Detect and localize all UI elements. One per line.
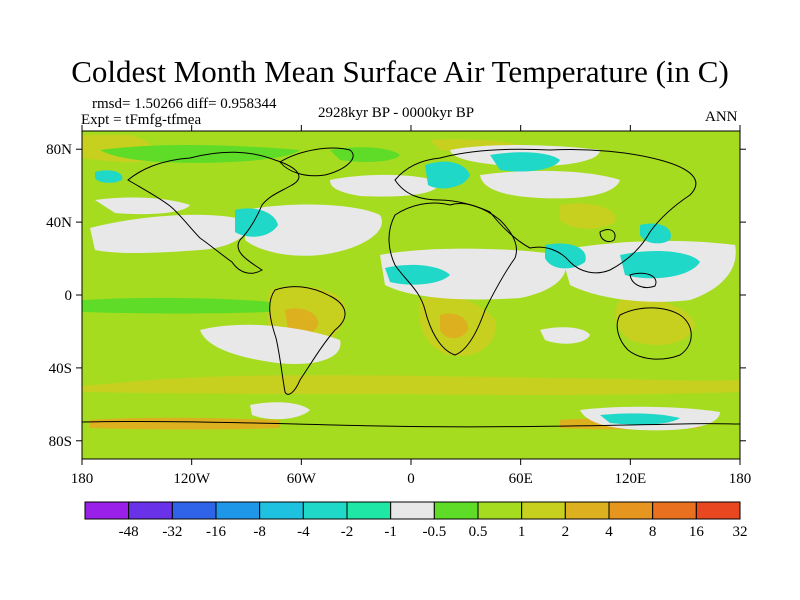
latitude-axis: 80N 40N 0 40S 80S [46,142,746,450]
colorbar-swatch [695,501,741,520]
coastlines [81,147,741,428]
colorbar-swatch [564,501,610,520]
lat-tick-label: 80N [46,142,72,158]
colorbar-swatch [390,501,435,520]
lat-tick-label: 40S [49,361,72,377]
north-america-outline [127,151,300,274]
colorbar-label: -8 [253,524,266,540]
lon-tick-label: 180 [71,471,94,487]
colorbar-label: 2 [562,524,570,540]
longitude-axis: 180 120W 60W 0 60E 120E 180 [71,125,752,487]
lon-tick-label: 60W [287,471,317,487]
lon-tick-label: 120E [614,471,646,487]
colorbar-label: 0.5 [469,524,488,540]
colorbar-label: -32 [162,524,182,540]
colorbar-label: 16 [689,524,705,540]
islands-outline [599,229,657,289]
australia-outline [616,307,692,360]
colorbar [84,501,741,520]
colorbar-swatch [215,501,261,520]
colorbar-swatch [477,501,523,520]
africa-outline [388,202,517,356]
colorbar-swatch [346,501,392,520]
colorbar-label: 8 [649,524,657,540]
colorbar-label: 32 [733,524,748,540]
near-zero-regions [90,145,736,431]
colorbar-swatch [608,501,654,520]
colorbar-label: 1 [518,524,526,540]
cool-anomaly-regions [95,152,700,425]
greenland-outline [279,147,354,177]
colorbar-swatch [259,501,304,520]
colorbar-swatch [128,501,173,520]
colorbar-swatch [652,501,697,520]
experiment-text: Expt = tFmfg-tfmea [81,112,202,128]
map-title: Coldest Month Mean Surface Air Temperatu… [71,54,729,89]
colorbar-swatch [171,501,217,520]
temperature-field [82,131,740,459]
rmsd-diff-text: rmsd= 1.50266 diff= 0.958344 [92,96,277,112]
season-text: ANN [705,109,738,125]
south-america-outline [269,286,346,395]
colorbar-label: -4 [297,524,310,540]
colorbar-label: -0.5 [422,524,446,540]
period-text: 2928kyr BP - 0000kyr BP [318,105,475,121]
lon-tick-label: 0 [407,471,415,487]
colorbar-label: 4 [605,524,613,540]
colorbar-swatch [433,501,479,520]
colorbar-swatch [521,501,566,520]
colorbar-swatch [302,501,348,520]
colorbar-label: -2 [341,524,354,540]
mild-warm-regions [82,145,400,314]
lon-tick-label: 180 [729,471,752,487]
lat-tick-label: 80S [49,434,72,450]
colorbar-label: -1 [384,524,397,540]
eurasia-outline [394,148,697,274]
lon-tick-label: 60E [509,471,533,487]
lat-tick-label: 0 [65,288,73,304]
colorbar-label: -16 [206,524,226,540]
lon-tick-label: 120W [173,471,211,487]
colorbar-label: -48 [119,524,139,540]
colorbar-swatch [84,501,130,520]
lat-tick-label: 40N [46,215,72,231]
antarctica-outline [81,420,741,428]
colorbar-labels: -48 -32 -16 -8 -4 -2 -1 -0.5 0.5 1 2 4 8 16 32 [119,524,748,540]
